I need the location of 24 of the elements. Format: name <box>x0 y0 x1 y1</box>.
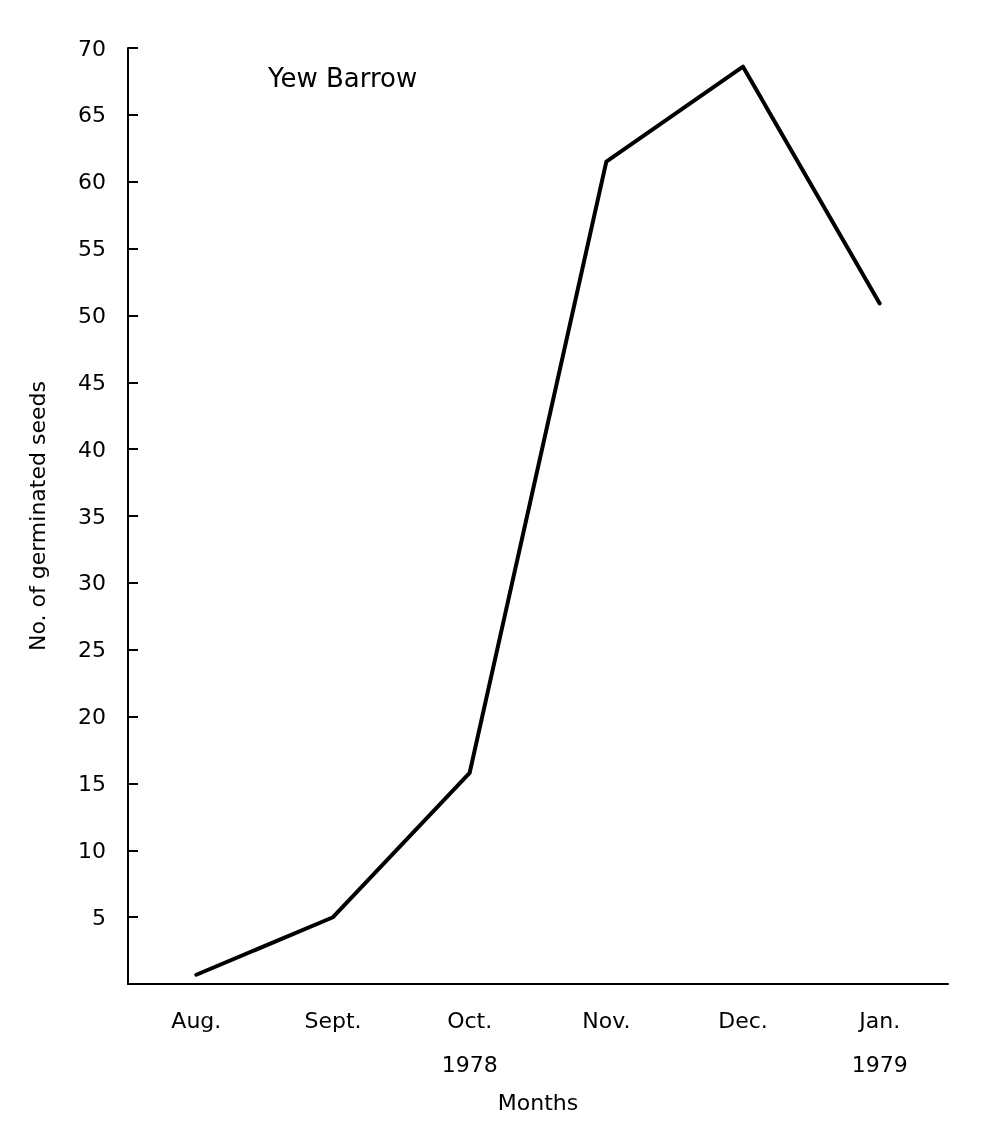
x-tick-label: Nov. <box>582 1007 631 1033</box>
y-tick-label: 20 <box>78 704 106 730</box>
text: Yew Barrow <box>267 63 418 93</box>
y-tick-label: 30 <box>78 570 106 596</box>
y-tick-label: 70 <box>78 35 106 61</box>
line-series <box>194 64 882 977</box>
x-axis-title: Months <box>497 1089 579 1115</box>
x-tick-label: Aug. <box>171 1007 222 1033</box>
y-tick-label: 35 <box>78 503 106 529</box>
y-tick-label: 40 <box>78 436 106 462</box>
y-tick-label: 55 <box>78 236 106 262</box>
x-tick-label: Sept. <box>304 1007 362 1033</box>
y-tick-label: 45 <box>78 369 106 395</box>
x-tick-label: Oct. 1978 <box>441 1007 498 1077</box>
y-tick-label: 10 <box>78 837 106 863</box>
y-tick-label: 65 <box>78 102 106 128</box>
x-tick-label: Dec. <box>718 1007 768 1033</box>
y-tick-label: 15 <box>78 771 106 797</box>
y-tick-label: 60 <box>78 169 106 195</box>
y-tick-label: 5 <box>92 904 106 930</box>
x-tick-label: Jan. 1979 <box>851 1007 908 1077</box>
y-axis-title: No. of germinated seeds <box>24 381 50 652</box>
y-tick-label: 25 <box>78 637 106 663</box>
y-tick-label: 50 <box>78 302 106 328</box>
